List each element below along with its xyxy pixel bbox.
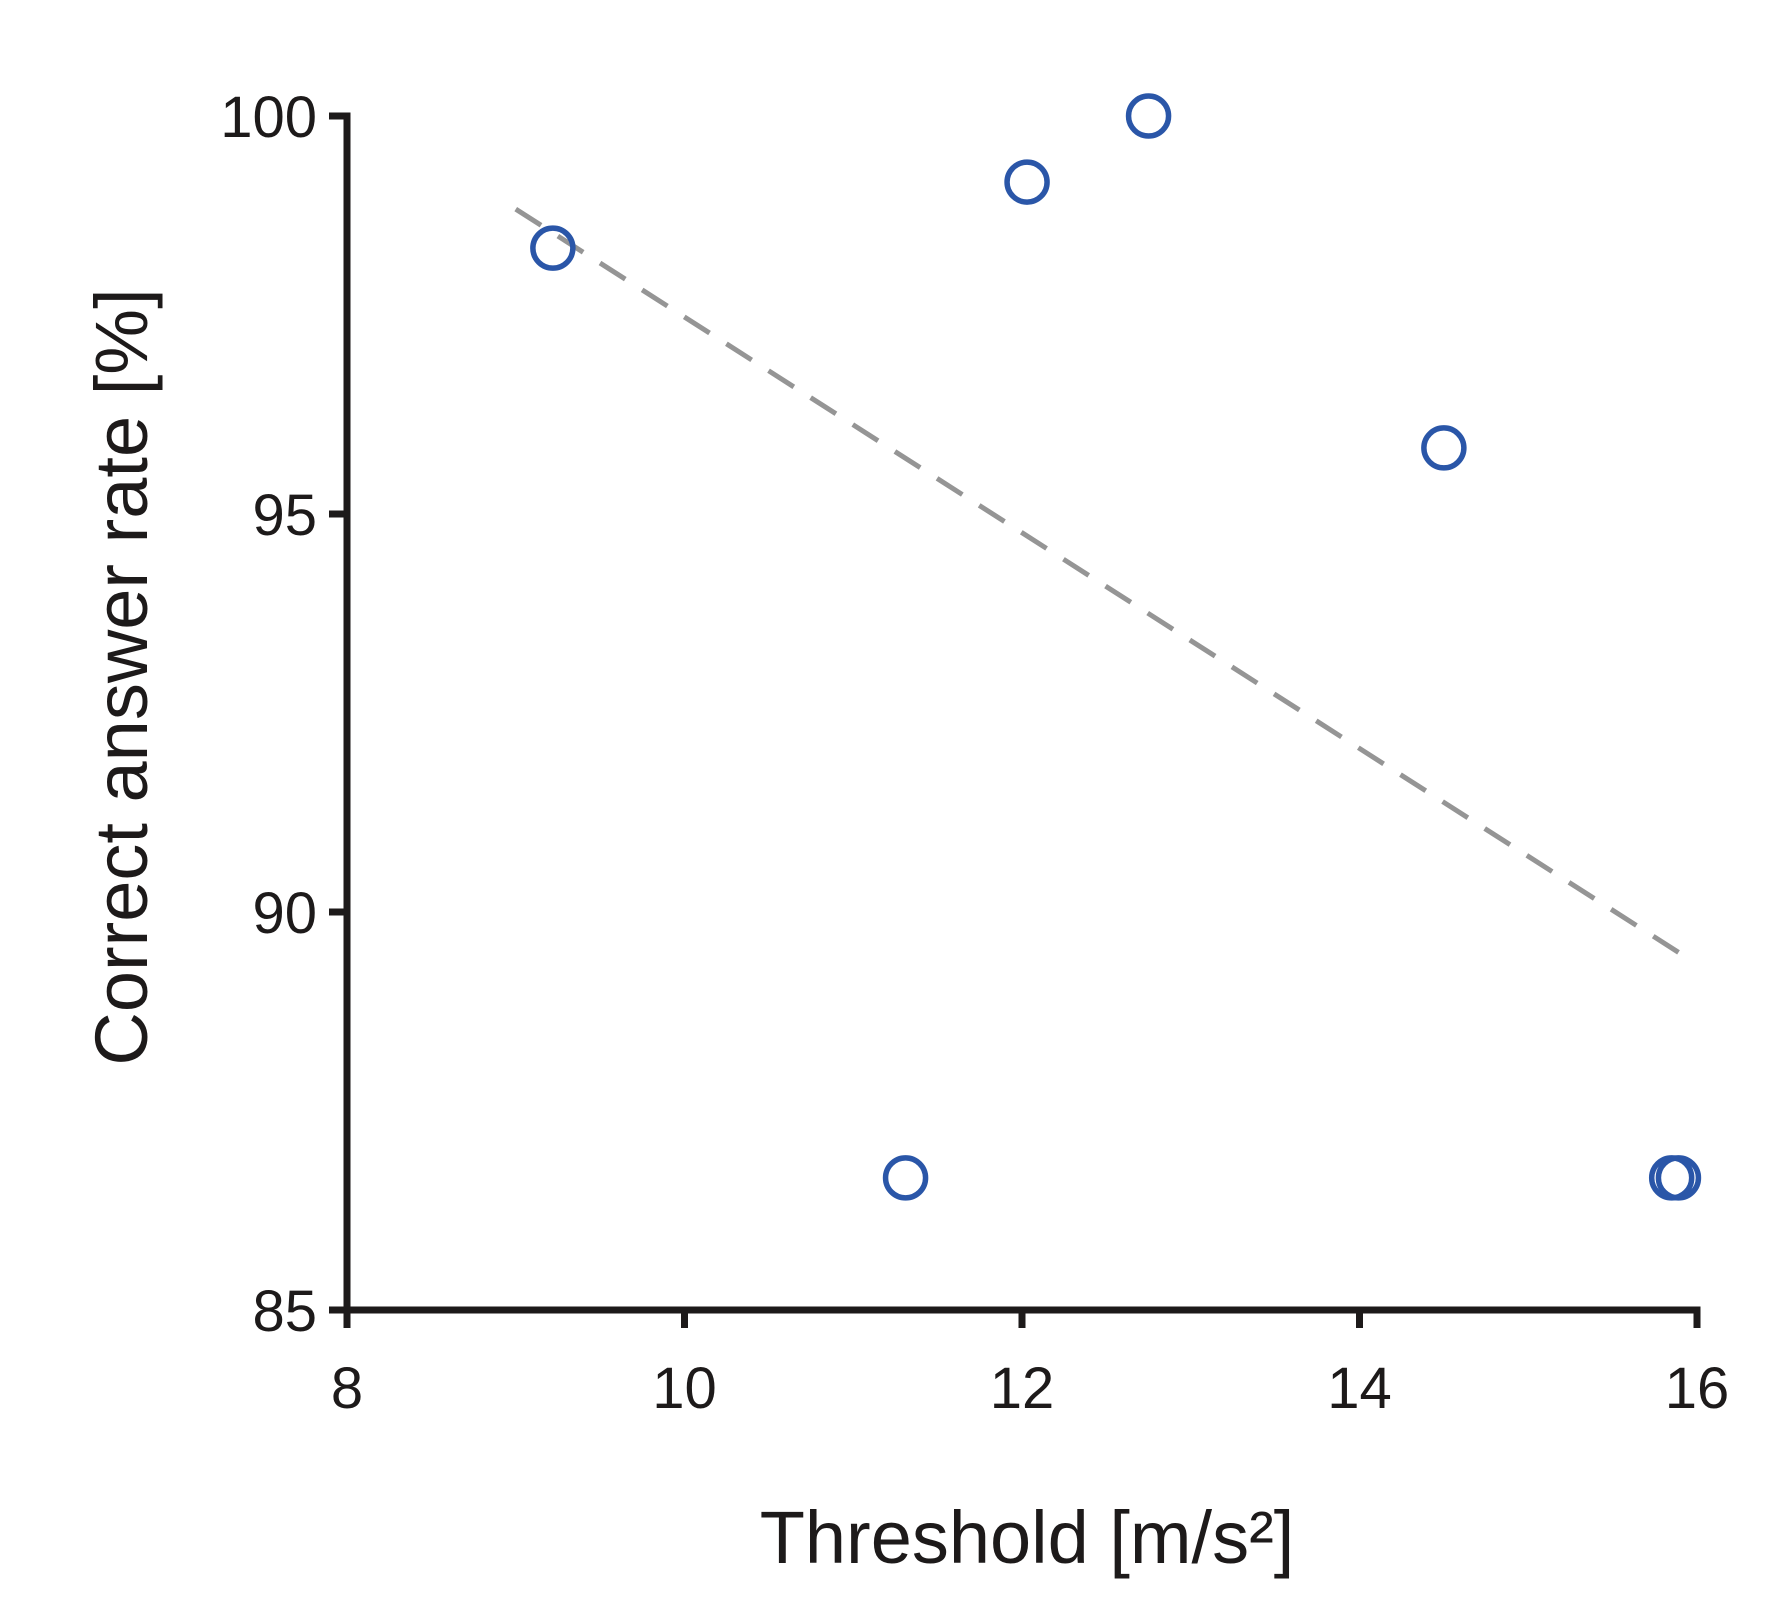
axes	[343, 112, 1701, 1314]
y-tick-label-90: 90	[252, 881, 317, 946]
trendline-layer	[514, 207, 1682, 956]
data-point-5	[1421, 425, 1467, 471]
y-tick-label-100: 100	[220, 85, 317, 150]
data-point-3	[1004, 159, 1050, 205]
data-point-2	[882, 1155, 929, 1201]
x-ticks: 8 10 12 14 16	[331, 1310, 1729, 1421]
y-axis-title: Correct answer rate [%]	[80, 288, 163, 1065]
x-axis-title: Threshold [m/s²]	[760, 1496, 1295, 1579]
data-point-4	[1125, 93, 1172, 139]
x-tick-label-10: 10	[652, 1356, 717, 1421]
y-tick-label-85: 85	[252, 1279, 317, 1344]
y-ticks: 85 90 95 100	[220, 85, 347, 1344]
data-point-1	[530, 225, 576, 271]
x-tick-label-12: 12	[990, 1356, 1055, 1421]
x-tick-label-8: 8	[331, 1356, 363, 1421]
trendline	[514, 207, 1682, 956]
data-point-7	[1655, 1155, 1702, 1201]
y-tick-label-95: 95	[252, 483, 317, 548]
points-layer	[530, 93, 1702, 1201]
x-tick-label-16: 16	[1665, 1356, 1730, 1421]
x-tick-label-14: 14	[1327, 1356, 1392, 1421]
